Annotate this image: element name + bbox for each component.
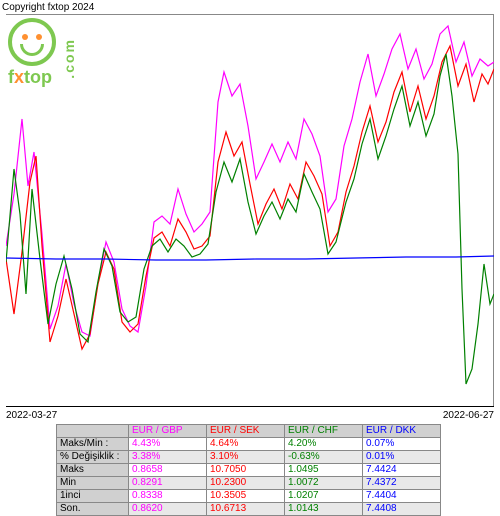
table-cell: 4.43%: [129, 438, 207, 451]
x-axis-end-label: 2022-06-27: [443, 410, 494, 421]
table-cell: 4.64%: [207, 438, 285, 451]
table-cell: 7.4408: [363, 503, 441, 516]
table-cell: -0.63%: [285, 451, 363, 464]
row-label: Son.: [57, 503, 129, 516]
stats-table: EUR / GBPEUR / SEKEUR / CHFEUR / DKK Maks…: [56, 424, 441, 516]
row-label: % Değişiklik :: [57, 451, 129, 464]
table-cell: 1.0207: [285, 490, 363, 503]
table-cell: 0.8620: [129, 503, 207, 516]
currency-line-chart: [6, 14, 494, 406]
copyright-text: Copyright fxtop 2024: [2, 2, 94, 13]
table-cell: 7.4404: [363, 490, 441, 503]
column-header: EUR / SEK: [207, 425, 285, 438]
series-line: [6, 46, 494, 349]
table-cell: 0.8291: [129, 477, 207, 490]
table-cell: 7.4424: [363, 464, 441, 477]
table-cell: 1.0072: [285, 477, 363, 490]
table-cell: 3.38%: [129, 451, 207, 464]
table-cell: 10.7050: [207, 464, 285, 477]
row-label: Maks/Min :: [57, 438, 129, 451]
table-cell: 7.4372: [363, 477, 441, 490]
row-label: Maks: [57, 464, 129, 477]
table-cell: 0.8658: [129, 464, 207, 477]
table-cell: 0.01%: [363, 451, 441, 464]
table-cell: 0.07%: [363, 438, 441, 451]
table-cell: 10.2300: [207, 477, 285, 490]
column-header: EUR / DKK: [363, 425, 441, 438]
table-cell: 4.20%: [285, 438, 363, 451]
table-cell: 0.8338: [129, 490, 207, 503]
series-line: [6, 256, 494, 260]
x-axis-line: [6, 406, 494, 407]
table-cell: 10.6713: [207, 503, 285, 516]
column-header: EUR / GBP: [129, 425, 207, 438]
row-label: 1inci: [57, 490, 129, 503]
x-axis-start-label: 2022-03-27: [6, 410, 57, 421]
table-cell: 3.10%: [207, 451, 285, 464]
row-label: Min: [57, 477, 129, 490]
table-corner: [57, 425, 129, 438]
table-cell: 1.0495: [285, 464, 363, 477]
table-cell: 1.0143: [285, 503, 363, 516]
column-header: EUR / CHF: [285, 425, 363, 438]
table-cell: 10.3505: [207, 490, 285, 503]
